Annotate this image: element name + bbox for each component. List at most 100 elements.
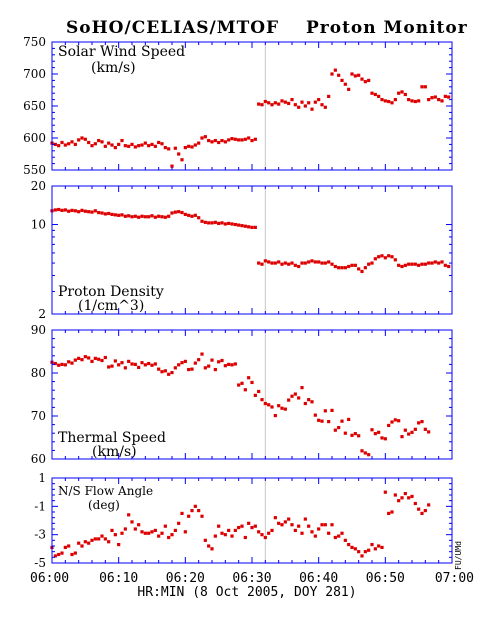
data-point-thermal: [77, 356, 81, 360]
data-point-speed: [190, 145, 194, 149]
x-tick-label: 06:30: [232, 571, 271, 586]
data-point-density: [237, 223, 241, 227]
data-point-density: [140, 214, 144, 218]
data-point-speed: [310, 107, 314, 111]
data-point-density: [197, 216, 201, 220]
data-point-speed: [403, 92, 407, 97]
data-point-thermal: [213, 367, 217, 372]
data-point-thermal: [133, 362, 137, 366]
data-point-thermal: [270, 405, 274, 409]
data-point-thermal: [67, 360, 71, 364]
x-tick-label: 06:10: [99, 571, 138, 586]
data-point-angle: [403, 491, 407, 496]
data-point-thermal: [370, 428, 374, 432]
data-point-thermal: [100, 358, 104, 363]
data-point-angle: [390, 510, 394, 514]
data-point-density: [367, 262, 371, 266]
data-point-density: [147, 215, 151, 219]
data-point-density: [337, 266, 341, 270]
data-point-speed: [123, 144, 127, 148]
data-point-speed: [300, 100, 304, 104]
data-point-density: [60, 208, 64, 212]
data-point-density: [130, 215, 134, 219]
data-point-speed: [53, 142, 57, 146]
data-point-density: [340, 266, 344, 270]
data-point-thermal: [363, 451, 367, 455]
data-point-speed: [377, 94, 381, 98]
data-point-density: [247, 225, 251, 229]
data-point-speed: [113, 146, 117, 150]
data-point-thermal: [117, 363, 121, 367]
data-point-density: [63, 208, 67, 212]
y-tick-label-density: 20: [31, 179, 46, 193]
y-tick-label-angle: -1: [34, 499, 46, 513]
data-point-density: [363, 266, 367, 270]
data-point-speed: [387, 99, 391, 104]
panel-label-speed: Solar Wind Speed: [58, 44, 185, 60]
y-tick-label-density: 2: [38, 307, 46, 321]
data-point-angle: [327, 531, 331, 535]
y-tick-label-angle: -3: [34, 528, 46, 542]
data-point-angle: [177, 521, 181, 525]
data-point-angle: [207, 544, 211, 548]
data-point-thermal: [123, 366, 127, 370]
data-point-speed: [143, 141, 147, 145]
data-point-density: [183, 212, 187, 216]
data-point-angle: [383, 490, 387, 494]
data-point-speed: [363, 80, 367, 84]
data-point-thermal: [87, 356, 91, 360]
data-point-angle: [100, 534, 104, 538]
data-point-thermal: [427, 430, 431, 434]
data-point-density: [73, 209, 77, 213]
data-point-angle: [173, 528, 177, 533]
data-point-thermal: [380, 436, 384, 440]
data-point-speed: [427, 98, 431, 102]
data-point-speed: [93, 142, 97, 146]
data-point-density: [217, 221, 221, 226]
data-point-thermal: [257, 389, 261, 394]
data-point-speed: [337, 73, 341, 77]
data-point-thermal: [330, 408, 334, 413]
data-point-angle: [410, 494, 414, 499]
data-point-thermal: [390, 420, 394, 424]
data-point-density: [423, 262, 427, 266]
data-point-speed: [333, 68, 337, 72]
data-point-thermal: [147, 361, 151, 366]
data-point-density: [280, 262, 284, 266]
data-point-speed: [280, 99, 284, 103]
data-point-density: [303, 261, 307, 265]
data-point-thermal: [400, 435, 404, 439]
data-point-thermal: [267, 403, 271, 407]
data-point-speed: [220, 138, 224, 143]
data-point-thermal: [360, 449, 364, 453]
data-point-speed: [273, 101, 277, 105]
data-point-angle: [210, 547, 214, 551]
data-point-angle: [417, 507, 421, 511]
data-point-speed: [133, 145, 137, 149]
data-point-thermal: [190, 367, 194, 371]
data-point-thermal: [157, 367, 161, 371]
data-point-angle: [190, 508, 194, 513]
data-point-density: [333, 264, 337, 269]
data-point-angle: [60, 551, 64, 555]
data-point-speed: [223, 140, 227, 144]
data-point-angle: [113, 533, 117, 537]
data-point-density: [207, 221, 211, 225]
data-point-density: [190, 214, 194, 218]
data-point-angle: [183, 530, 187, 534]
data-point-thermal: [247, 376, 251, 380]
data-point-angle: [337, 534, 341, 538]
data-point-thermal: [127, 359, 131, 363]
data-point-speed: [100, 140, 104, 144]
data-point-speed: [390, 101, 394, 105]
data-point-angle: [110, 528, 114, 533]
data-point-thermal: [347, 417, 351, 422]
data-point-speed: [183, 146, 187, 150]
data-point-angle: [357, 550, 361, 554]
data-point-thermal: [83, 355, 87, 359]
data-point-speed: [433, 95, 437, 99]
data-point-speed: [247, 136, 251, 140]
data-point-speed: [383, 99, 387, 103]
data-point-density: [53, 208, 57, 212]
